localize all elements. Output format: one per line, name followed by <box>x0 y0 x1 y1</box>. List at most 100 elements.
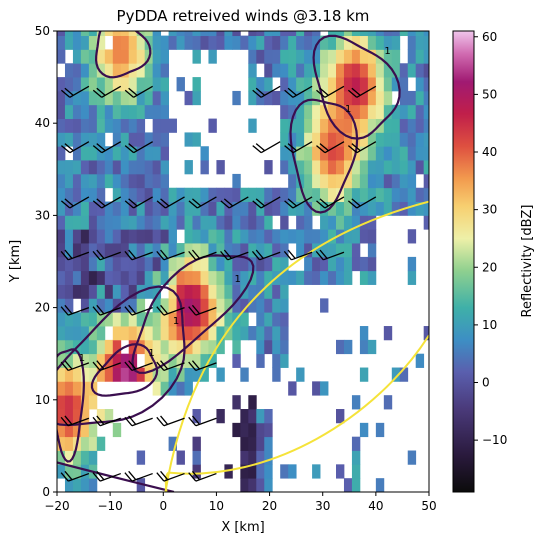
reflectivity-cell <box>176 450 185 465</box>
reflectivity-cell <box>72 367 82 382</box>
reflectivity-cell <box>407 256 417 272</box>
reflectivity-cell <box>240 270 249 285</box>
plot-frame <box>56 30 430 493</box>
reflectivity-cell <box>359 229 369 244</box>
wind-barb-feather <box>64 249 73 259</box>
reflectivity-cell <box>272 35 281 50</box>
reflectivity-cell <box>399 367 409 382</box>
wind-barb-feather <box>64 198 74 207</box>
reflectivity-cell <box>144 90 154 106</box>
reflectivity-cell <box>128 312 138 327</box>
wind-barb-feather <box>351 143 361 152</box>
reflectivity-cell <box>208 31 217 37</box>
wind-barb-feather <box>60 250 69 261</box>
reflectivity-cell <box>359 173 369 189</box>
reflectivity-cell <box>343 270 353 285</box>
reflectivity-cell <box>328 118 337 133</box>
chart-title: PyDDA retreived winds @3.18 km <box>117 7 370 25</box>
wind-barb-staff <box>57 141 58 143</box>
reflectivity-cell <box>232 187 241 202</box>
reflectivity-cell <box>320 77 329 92</box>
reflectivity-cell <box>280 104 289 119</box>
reflectivity-cell <box>160 63 169 78</box>
reflectivity-cell <box>343 201 353 216</box>
reflectivity-cell <box>264 35 273 50</box>
reflectivity-cell <box>320 215 329 230</box>
reflectivity-cell <box>80 173 90 189</box>
reflectivity-cell <box>192 312 201 327</box>
reflectivity-cell <box>256 49 265 64</box>
reflectivity-cell <box>304 90 313 106</box>
reflectivity-cell <box>152 146 162 161</box>
reflectivity-cell <box>328 63 337 78</box>
reflectivity-cell <box>160 201 169 216</box>
reflectivity-cell <box>264 284 273 299</box>
reflectivity-cell <box>96 298 106 313</box>
reflectivity-cell <box>120 63 130 78</box>
reflectivity-cell <box>144 229 154 244</box>
reflectivity-cell <box>399 160 409 175</box>
wind-barb <box>124 249 153 261</box>
reflectivity-cell <box>232 284 241 299</box>
wind-barb <box>57 362 58 364</box>
wind-barb <box>316 85 345 98</box>
reflectivity-cell <box>168 215 177 230</box>
reflectivity-cell <box>184 31 193 37</box>
wind-barb-feather <box>33 144 41 151</box>
reflectivity-cell <box>304 243 313 258</box>
reflectivity-cell <box>96 215 106 230</box>
wind-barb-feather <box>156 472 165 482</box>
reflectivity-cell <box>80 298 90 313</box>
reflectivity-cell <box>176 256 185 272</box>
reflectivity-cell <box>391 35 401 50</box>
reflectivity-cell <box>304 146 313 161</box>
reflectivity-cell <box>136 118 146 133</box>
reflectivity-cell <box>296 132 305 147</box>
reflectivity-cell <box>128 160 138 175</box>
reflectivity-cell <box>216 409 225 424</box>
wind-barb-feather <box>160 470 169 481</box>
reflectivity-cell <box>280 215 289 230</box>
wind-barb-feather <box>128 143 138 152</box>
reflectivity-cell <box>304 132 313 147</box>
reflectivity-cell <box>88 201 98 216</box>
reflectivity-cell <box>272 243 281 258</box>
reflectivity-cell <box>375 63 385 78</box>
reflectivity-cell <box>415 118 425 133</box>
reflectivity-cell <box>256 450 265 465</box>
reflectivity-cell <box>57 90 66 106</box>
reflectivity-cell <box>64 132 74 147</box>
reflectivity-cell <box>136 478 146 492</box>
reflectivity-cell <box>168 187 177 202</box>
reflectivity-cell <box>88 478 98 492</box>
reflectivity-cell <box>224 215 233 230</box>
reflectivity-cell <box>57 118 66 133</box>
reflectivity-cell <box>184 132 193 147</box>
x-tick-label: 40 <box>368 499 383 513</box>
reflectivity-cell <box>64 256 74 272</box>
wind-barb <box>60 304 90 316</box>
reflectivity-cell <box>120 49 130 64</box>
reflectivity-cell <box>88 49 98 64</box>
reflectivity-cell <box>120 201 130 216</box>
reflectivity-cell <box>375 49 385 64</box>
wind-barb-feather <box>33 199 41 206</box>
reflectivity-cell <box>256 31 265 37</box>
reflectivity-cell <box>72 284 82 299</box>
reflectivity-cell <box>128 132 138 147</box>
reflectivity-cell <box>351 77 361 92</box>
reflectivity-cell <box>240 298 249 313</box>
wind-barb-feather <box>124 306 133 316</box>
reflectivity-cell <box>296 146 305 161</box>
x-tick-label: 30 <box>315 499 330 513</box>
reflectivity-cell <box>280 146 289 161</box>
reflectivity-cell <box>208 187 217 202</box>
colorbar-tick-label: 10 <box>482 318 497 332</box>
reflectivity-contour <box>57 348 86 463</box>
reflectivity-cell <box>272 312 281 327</box>
reflectivity-cell <box>304 118 313 133</box>
reflectivity-cell <box>80 312 90 327</box>
reflectivity-cell <box>256 326 265 341</box>
reflectivity-cell <box>336 104 345 119</box>
reflectivity-cell <box>128 298 138 313</box>
